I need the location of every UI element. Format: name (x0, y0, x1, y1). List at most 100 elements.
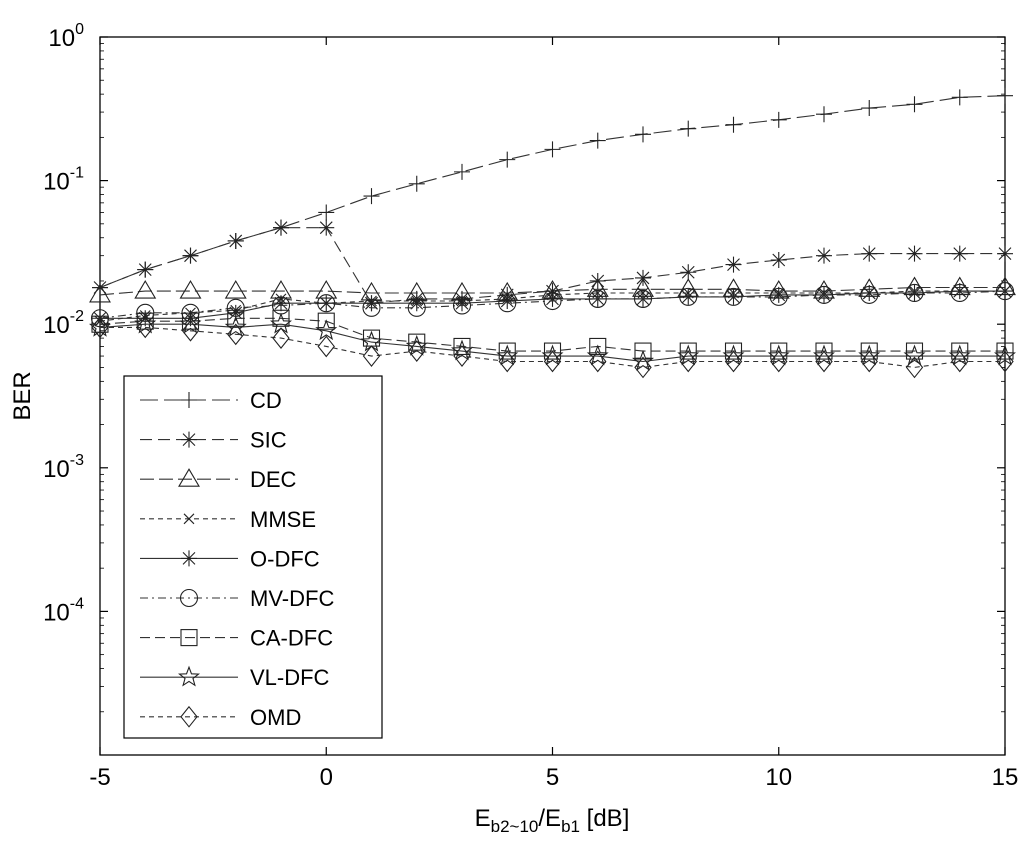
data-point (996, 342, 1014, 360)
data-point (905, 342, 924, 360)
data-point (363, 188, 380, 205)
legend-marker (180, 629, 198, 647)
y-tick-label: 10-4 (43, 595, 84, 626)
data-point (499, 293, 516, 310)
series-line (99, 323, 1005, 363)
data-point (182, 310, 199, 327)
data-point (861, 245, 878, 262)
data-point (450, 339, 474, 361)
data-point (454, 295, 470, 312)
data-point (91, 316, 109, 339)
data-point (454, 163, 470, 180)
data-point (179, 280, 202, 299)
data-point (408, 295, 425, 312)
data-point (408, 340, 426, 362)
data-point (950, 283, 969, 303)
data-point (812, 344, 836, 366)
data-point (134, 312, 157, 334)
data-point (496, 344, 519, 366)
legend-marker (183, 513, 195, 525)
legend-label: DEC (250, 467, 297, 492)
data-point (588, 289, 607, 308)
data-point (905, 356, 924, 379)
data-point (273, 219, 289, 236)
series-vl-dfc (88, 312, 1017, 371)
legend-marker (181, 550, 197, 567)
data-point (499, 151, 516, 168)
legend-marker (181, 392, 197, 408)
legend-item: CD (140, 388, 282, 413)
data-point (905, 283, 924, 303)
data-point (816, 247, 832, 264)
legend-marker (177, 665, 201, 687)
data-point (272, 327, 290, 349)
data-point (860, 285, 879, 304)
data-point (725, 256, 742, 273)
y-tick-label: 100 (48, 21, 84, 52)
data-point (544, 290, 561, 307)
data-point (635, 126, 651, 143)
data-point (182, 247, 199, 264)
y-tick-label: 10-1 (43, 165, 84, 196)
data-point (317, 312, 335, 330)
x-tick-label: 5 (546, 764, 559, 791)
data-point (631, 349, 655, 371)
series-line (99, 286, 1005, 296)
data-point (453, 337, 471, 355)
y-tick-label: 10-2 (43, 308, 84, 339)
data-point (272, 309, 290, 327)
y-axis-title: BER (9, 371, 36, 420)
legend-label: VL-DFC (250, 665, 330, 690)
data-point (724, 342, 743, 360)
data-point (679, 342, 697, 360)
legend-label: MV-DFC (250, 586, 334, 611)
data-point (948, 344, 971, 366)
legend-label: CA-DFC (250, 626, 333, 651)
series-mv-dfc (90, 282, 1015, 328)
legend-item: SIC (140, 428, 287, 453)
data-point (318, 295, 335, 312)
legend-item: MMSE (140, 507, 316, 532)
data-point (951, 89, 968, 106)
data-point (224, 315, 247, 337)
data-point (498, 294, 517, 313)
data-point (362, 345, 381, 367)
data-point (317, 335, 335, 358)
data-point (586, 344, 609, 366)
data-point (996, 350, 1014, 373)
data-point (318, 204, 335, 221)
data-point (89, 283, 111, 303)
data-point (816, 106, 832, 123)
data-point (679, 350, 697, 373)
data-point (770, 251, 787, 268)
x-tick-label: -5 (89, 764, 110, 791)
data-point (680, 120, 697, 137)
data-point (88, 315, 112, 337)
series-omd (91, 316, 1014, 379)
data-point (541, 344, 564, 366)
data-point (137, 261, 154, 278)
x-tick-label: 15 (992, 764, 1019, 791)
data-point (635, 269, 651, 286)
data-point (906, 96, 923, 113)
data-point (136, 316, 154, 339)
data-point (906, 245, 923, 262)
data-point (634, 356, 652, 379)
legend-item: CA-DFC (140, 626, 333, 651)
data-point (997, 245, 1013, 262)
data-point (273, 295, 289, 312)
legend-item: VL-DFC (140, 665, 330, 690)
legend-label: SIC (250, 428, 287, 453)
data-point (903, 344, 926, 366)
data-point (815, 350, 833, 373)
data-point (770, 111, 787, 128)
data-point (589, 272, 606, 289)
series-line (99, 290, 1006, 319)
data-point (951, 283, 968, 300)
legend-label: CD (250, 388, 282, 413)
data-point (227, 309, 245, 327)
data-point (453, 345, 471, 367)
data-point (951, 245, 968, 262)
data-point (951, 350, 969, 373)
